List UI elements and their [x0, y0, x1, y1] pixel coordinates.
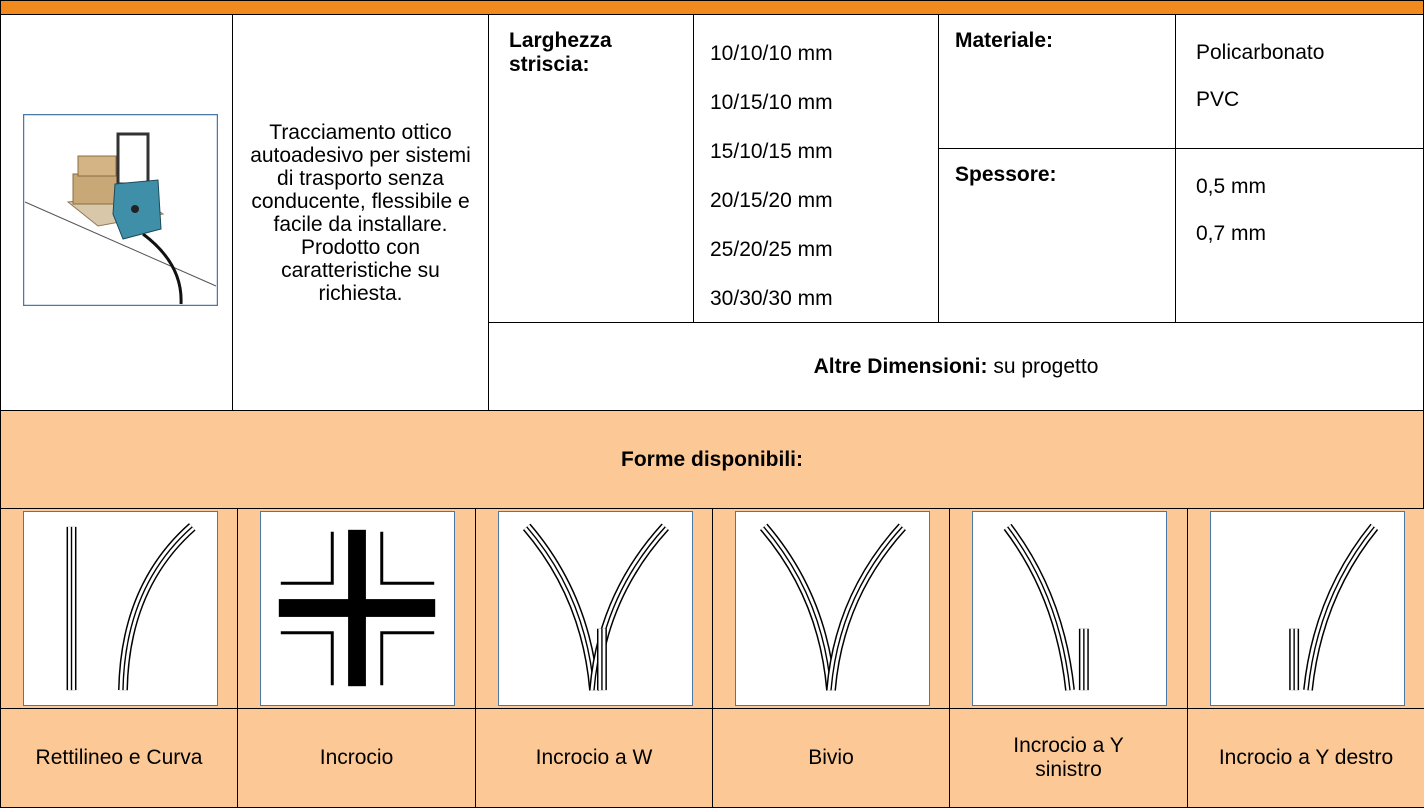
stripe — [759, 523, 836, 691]
width-value: 30/30/30 mm — [710, 287, 833, 310]
stripe — [763, 526, 832, 691]
shape-cell — [1187, 508, 1424, 709]
stripe — [827, 524, 905, 691]
shape-label: Incrocio — [237, 708, 476, 808]
shape-icon — [260, 511, 455, 706]
agv-image — [23, 114, 218, 306]
material-label: Materiale: — [938, 14, 1176, 149]
shape-label: Incrocio a Y destro — [1187, 708, 1424, 808]
stripe — [524, 524, 598, 691]
width-value: 15/10/15 mm — [710, 140, 833, 163]
other-label: Altre Dimensioni: — [813, 354, 988, 378]
stripe — [122, 526, 193, 691]
width-values: 10/10/10 mm 10/15/10 mm 15/10/15 mm 20/15/2… — [693, 14, 939, 323]
stripe — [119, 524, 195, 691]
shape-cell — [712, 508, 950, 709]
stripe — [1307, 526, 1375, 691]
shape-cell — [237, 508, 476, 709]
material-values: Policarbonato PVC — [1175, 14, 1424, 149]
stripe — [826, 523, 906, 691]
shape-label: Bivio — [712, 708, 950, 808]
shape-cell — [949, 508, 1188, 709]
shape-icon — [498, 511, 693, 706]
width-value: 25/20/25 mm — [710, 238, 833, 261]
stripe — [526, 526, 595, 691]
top-bar — [0, 0, 1424, 15]
stripe — [1004, 524, 1074, 691]
thickness-label: Spessore: — [938, 148, 1176, 323]
thickness-value: 0,7 mm — [1196, 222, 1267, 245]
stripe — [593, 526, 666, 691]
width-value: 20/15/20 mm — [710, 189, 833, 212]
shape-icon — [1210, 511, 1405, 706]
shape-label: Rettilineo e Curva — [0, 708, 238, 808]
shape-label: Incrocio a Y sinistro — [949, 708, 1188, 808]
stripe — [1304, 524, 1377, 691]
image-cell — [0, 14, 233, 411]
bar — [278, 599, 436, 617]
other-value: su progetto — [993, 354, 1099, 378]
description: Tracciamento ottico autoadesivo per sist… — [232, 14, 489, 411]
width-label: Larghezza striscia: — [488, 14, 694, 323]
shape-cell — [475, 508, 713, 709]
material-value: PVC — [1196, 88, 1240, 111]
other-dimensions: Altre Dimensioni: su progetto — [488, 322, 1424, 411]
stripe — [761, 524, 835, 691]
shape-label: Incrocio a W — [475, 708, 713, 808]
shape-icon — [23, 511, 218, 706]
shapes-title: Forme disponibili: — [0, 410, 1424, 509]
shape-cell — [0, 508, 238, 709]
material-value: Policarbonato — [1196, 41, 1325, 64]
corner — [380, 531, 435, 585]
width-value: 10/15/10 mm — [710, 91, 833, 114]
stripe — [522, 523, 599, 691]
shape-icon — [735, 511, 930, 706]
corner — [280, 531, 334, 585]
stripe — [1007, 526, 1071, 691]
stripe — [1003, 523, 1075, 691]
stripe — [1303, 523, 1379, 691]
corner — [380, 631, 435, 686]
shape-icon — [972, 511, 1167, 706]
corner — [280, 631, 334, 686]
width-value: 10/10/10 mm — [710, 42, 833, 65]
thickness-values: 0,5 mm 0,7 mm — [1175, 148, 1424, 323]
thickness-value: 0,5 mm — [1196, 175, 1267, 198]
stripe — [830, 526, 903, 691]
